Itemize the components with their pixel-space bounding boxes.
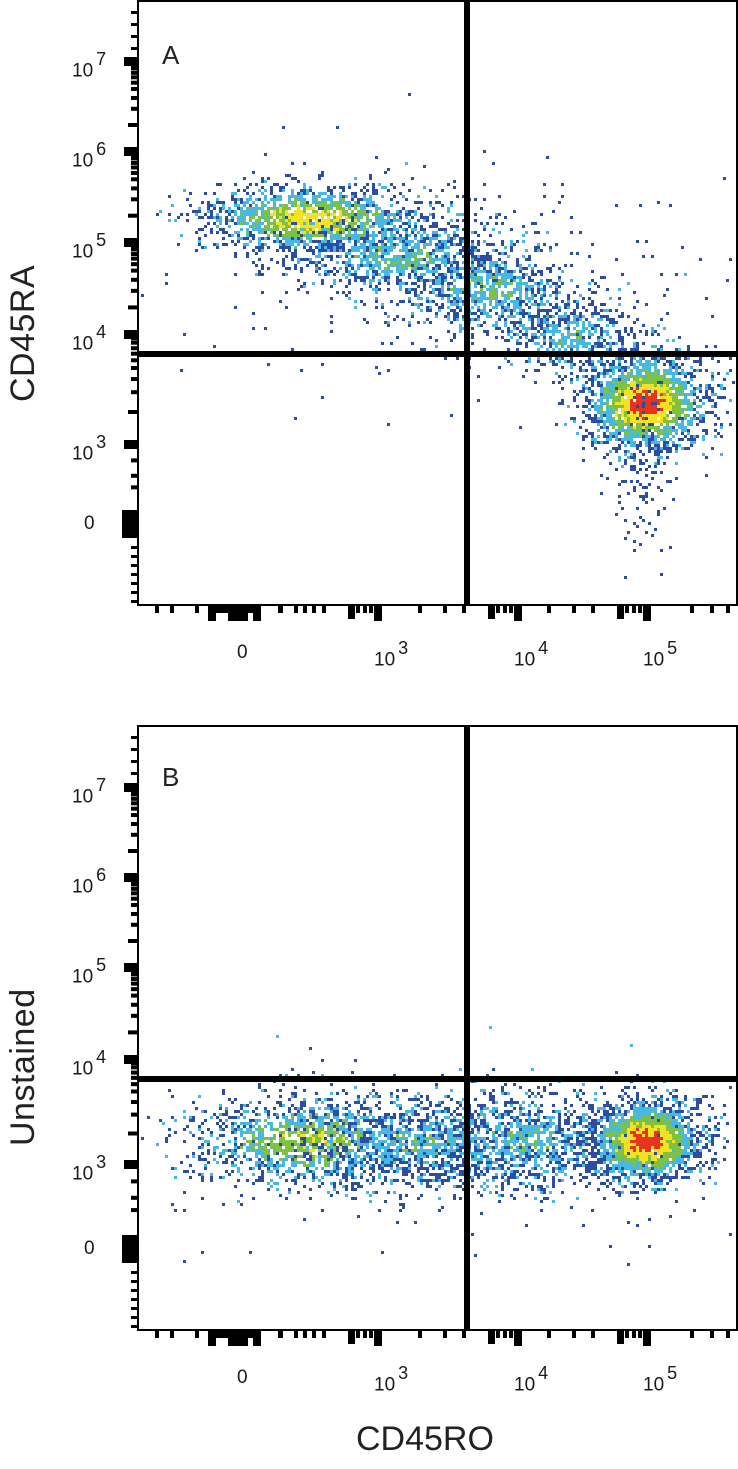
y-tick-label: 0 — [84, 513, 95, 534]
y-tick-label: 107 — [72, 49, 107, 82]
panel-a: A CD45RA 107 106 105 104 103 0 0 103 104 105 — [0, 0, 738, 700]
y-tick-label: 104 — [72, 1047, 107, 1080]
x-tick-label: 103 — [374, 638, 409, 671]
x-tick-label: 103 — [374, 1363, 409, 1396]
y-tick-label: 104 — [72, 322, 107, 355]
plot-frame — [137, 725, 738, 1331]
x-axis-ticks — [155, 1330, 730, 1346]
y-tick-label: 106 — [72, 865, 107, 898]
x-tick-label: 104 — [514, 1363, 549, 1396]
y-axis-ticks — [122, 11, 138, 603]
x-tick-label: 0 — [237, 1367, 248, 1388]
plot-panel-a — [122, 0, 738, 621]
y-tick-label: 106 — [72, 139, 107, 172]
density-dots — [141, 93, 735, 579]
y-tick-label: 105 — [72, 230, 107, 263]
y-tick-label: 105 — [72, 955, 107, 988]
y-tick-label: 103 — [72, 1152, 107, 1185]
x-tick-label: 105 — [643, 1363, 678, 1396]
plot-panel-b — [122, 725, 738, 1346]
density-dots — [141, 1026, 732, 1266]
x-tick-label: 0 — [237, 642, 248, 663]
panel-letter-a: A — [162, 40, 180, 70]
plot-frame — [137, 0, 738, 606]
x-axis-ticks — [155, 605, 730, 621]
y-tick-label: 103 — [72, 432, 107, 465]
y-tick-label: 107 — [72, 775, 107, 808]
y-axis-ticks — [122, 736, 138, 1328]
x-tick-label: 104 — [514, 638, 549, 671]
x-tick-label: 105 — [643, 638, 678, 671]
x-axis-label: CD45RO — [356, 1420, 494, 1458]
panel-letter-b: B — [162, 762, 180, 792]
y-tick-label: 0 — [84, 1238, 95, 1259]
